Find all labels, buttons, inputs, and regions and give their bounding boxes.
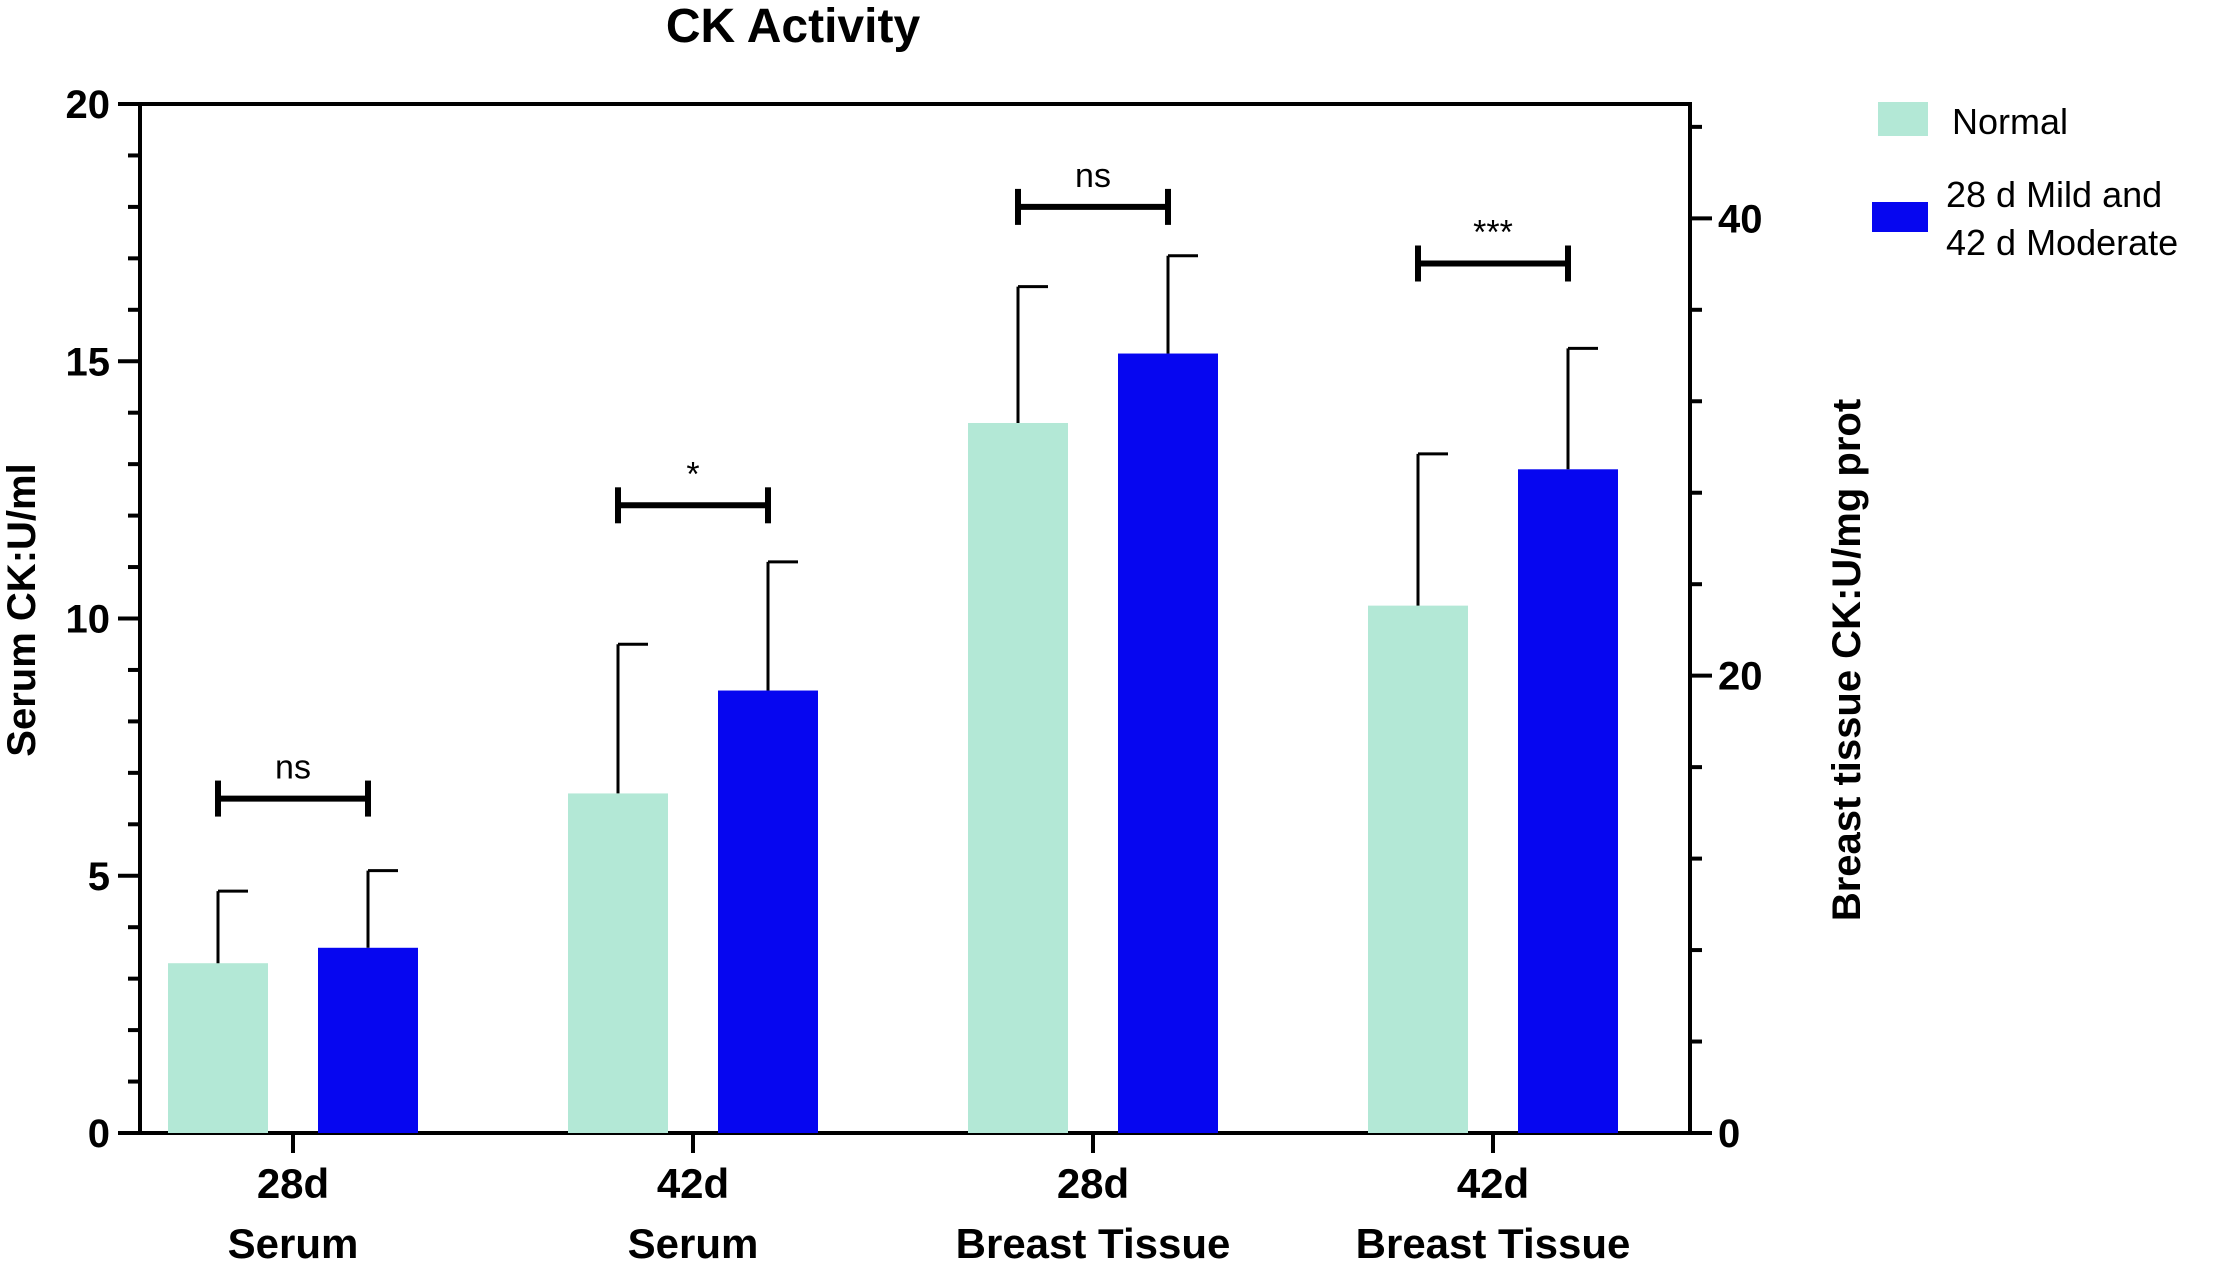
y2-axis-label: Breast tissue CK:U/mg prot	[1825, 399, 1869, 921]
x-axis-labels: 28d Serum 42d Serum 28d Breast Tissue 42d Breas…	[228, 1133, 1631, 1264]
chart-title: CK Activity	[666, 0, 921, 53]
x-tick-label-line2: Serum	[628, 1220, 759, 1264]
bar-mild-moderate	[318, 947, 418, 1133]
y2-tick-label: 0	[1718, 1112, 1740, 1156]
x-tick-label-line2: Breast Tissue	[1356, 1220, 1631, 1264]
y2-tick-label: 20	[1718, 655, 1763, 699]
legend-swatch-mild-moderate	[1872, 202, 1928, 232]
y2-tick-label: 40	[1718, 197, 1763, 241]
y-tick-label: 0	[88, 1112, 110, 1156]
y-tick-label: 20	[66, 83, 111, 127]
x-tick-label-line1: 42d	[1457, 1160, 1529, 1207]
bar-normal	[168, 963, 268, 1133]
plot-area: ns * ns ***	[140, 102, 1690, 1135]
significance-label: *	[686, 455, 699, 493]
bar-normal	[968, 422, 1068, 1133]
legend-label-normal: Normal	[1952, 101, 2068, 142]
bar-normal	[1368, 605, 1468, 1133]
x-tick-label-line1: 28d	[1057, 1160, 1129, 1207]
bar-mild-moderate	[718, 690, 818, 1133]
legend-label-mild-line1: 28 d Mild and	[1946, 174, 2162, 215]
y-axis-left: 0 5 10 15 20	[66, 83, 142, 1156]
y-tick-label: 5	[88, 855, 110, 899]
x-tick-label-line1: 42d	[657, 1160, 729, 1207]
significance-label: ns	[1075, 157, 1111, 195]
significance-label: ns	[275, 749, 311, 787]
x-tick-label-line2: Serum	[228, 1220, 359, 1264]
x-tick-label-line1: 28d	[257, 1160, 329, 1207]
legend-label-mild-line2: 42 d Moderate	[1946, 222, 2178, 263]
y-axis-right: 0 20 40	[1688, 102, 1763, 1156]
bar-mild-moderate	[1118, 353, 1218, 1134]
y-tick-label: 15	[66, 340, 111, 384]
bar-mild-moderate	[1518, 469, 1618, 1133]
legend: Normal 28 d Mild and 42 d Moderate	[1872, 101, 2178, 263]
legend-swatch-normal	[1878, 102, 1928, 136]
y-tick-label: 10	[66, 598, 111, 642]
bar-normal	[568, 793, 668, 1133]
significance-label: ***	[1473, 213, 1513, 251]
x-tick-label-line2: Breast Tissue	[956, 1220, 1231, 1264]
y-axis-label: Serum CK:U/ml	[0, 463, 44, 756]
